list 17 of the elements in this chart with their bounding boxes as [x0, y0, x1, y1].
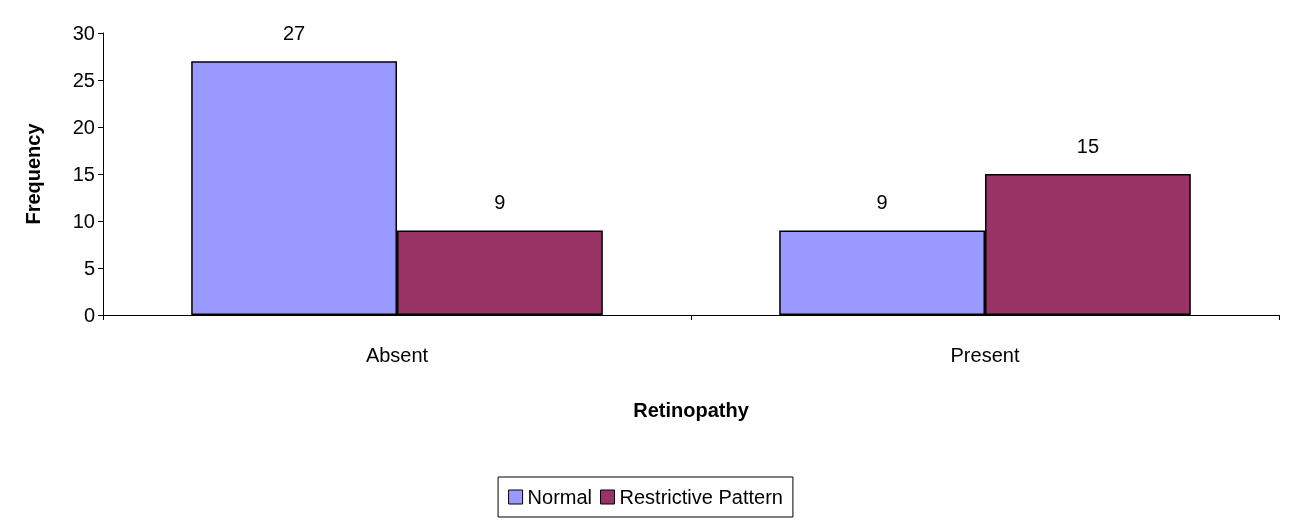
data-label: 9 [876, 191, 888, 214]
x-tick-label: Absent [365, 344, 429, 366]
y-axis-title: Frequency [22, 122, 44, 225]
legend-label: Normal [527, 486, 593, 508]
y-tick-label: 5 [83, 257, 95, 279]
y-tick-label: 30 [72, 22, 95, 44]
y-tick-label: 10 [72, 210, 95, 232]
data-label: 15 [1076, 135, 1100, 157]
x-axis-title: Retinopathy [633, 399, 750, 421]
y-tick-label: 15 [72, 163, 95, 185]
y-tick-label: 25 [72, 69, 95, 91]
x-tick-label: Present [950, 344, 1020, 366]
data-label: 9 [494, 191, 506, 214]
legend-label: Restrictive Pattern [619, 486, 783, 508]
data-label: 27 [282, 22, 306, 45]
y-tick-label: 0 [83, 304, 95, 326]
y-tick-label: 20 [72, 116, 95, 138]
